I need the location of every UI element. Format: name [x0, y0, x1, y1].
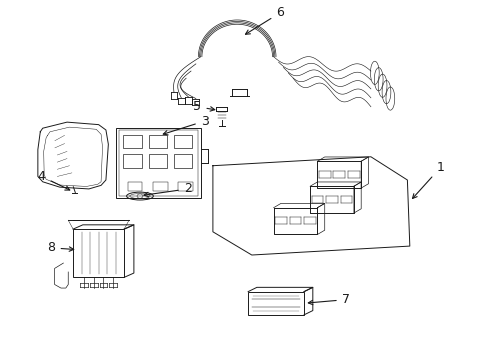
Bar	[178, 182, 193, 191]
Bar	[153, 182, 167, 191]
Bar	[247, 292, 304, 315]
Text: 3: 3	[163, 114, 208, 135]
Bar	[174, 135, 192, 148]
Text: 6: 6	[245, 6, 284, 34]
Text: 5: 5	[193, 100, 214, 113]
Bar	[148, 154, 167, 168]
Bar	[118, 130, 198, 196]
Bar	[174, 154, 192, 168]
Text: 8: 8	[47, 241, 74, 255]
Bar	[127, 182, 142, 191]
Bar	[123, 154, 142, 168]
Bar	[73, 229, 124, 277]
Text: 1: 1	[412, 161, 444, 198]
Text: 2: 2	[143, 183, 191, 197]
Bar	[123, 135, 142, 148]
Text: 7: 7	[307, 293, 349, 306]
Bar	[116, 128, 201, 198]
Text: 4: 4	[38, 170, 70, 190]
Bar	[148, 135, 167, 148]
